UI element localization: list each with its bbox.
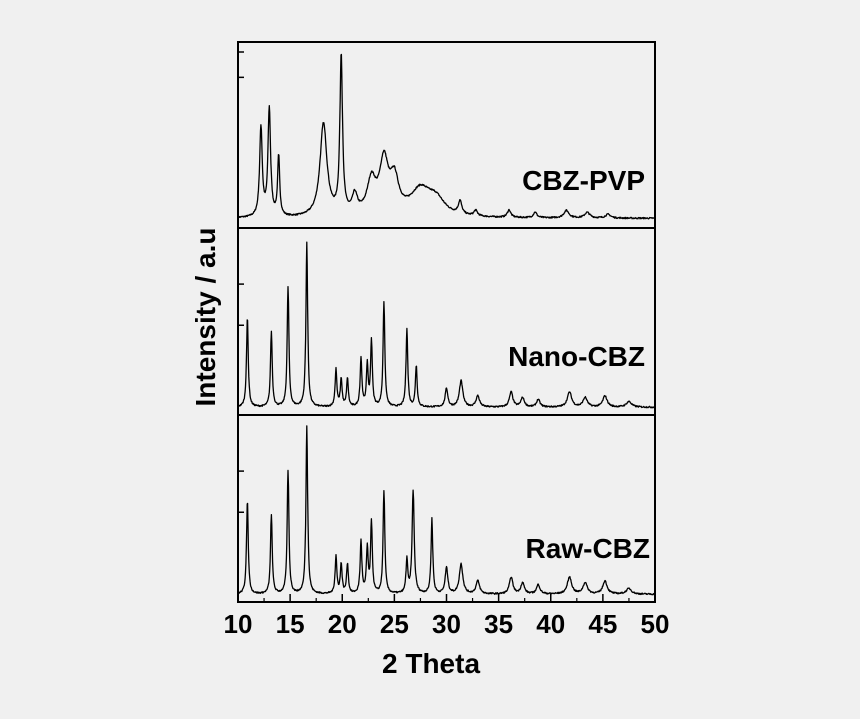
x-tick-label-20: 20 xyxy=(328,609,357,639)
series-trace-cbz-pvp xyxy=(237,53,656,220)
series-trace-nano-cbz xyxy=(237,241,656,409)
panel-frame-1 xyxy=(237,41,656,229)
series-label-nano-cbz: Nano-CBZ xyxy=(508,341,645,372)
panel-frame-3 xyxy=(237,414,656,603)
x-tick-label-50: 50 xyxy=(641,609,670,639)
x-tick-label-15: 15 xyxy=(276,609,305,639)
x-axis: 10 15 20 25 30 35 40 45 50 xyxy=(224,594,670,639)
y-axis-label: Intensity / a.u xyxy=(190,228,221,407)
x-tick-label-40: 40 xyxy=(536,609,565,639)
traces-layer xyxy=(237,53,656,596)
x-tick-label-25: 25 xyxy=(380,609,409,639)
panel-frame-2 xyxy=(237,227,656,416)
x-axis-label: 2 Theta xyxy=(382,648,480,679)
series-labels-layer: CBZ-PVP Nano-CBZ Raw-CBZ xyxy=(508,165,650,564)
panels-layer xyxy=(237,41,656,603)
series-trace-raw-cbz xyxy=(237,425,656,596)
series-label-cbz-pvp: CBZ-PVP xyxy=(522,165,645,196)
x-tick-label-45: 45 xyxy=(588,609,617,639)
series-label-raw-cbz: Raw-CBZ xyxy=(526,533,650,564)
x-tick-label-10: 10 xyxy=(224,609,253,639)
x-tick-label-35: 35 xyxy=(484,609,513,639)
x-tick-label-30: 30 xyxy=(432,609,461,639)
